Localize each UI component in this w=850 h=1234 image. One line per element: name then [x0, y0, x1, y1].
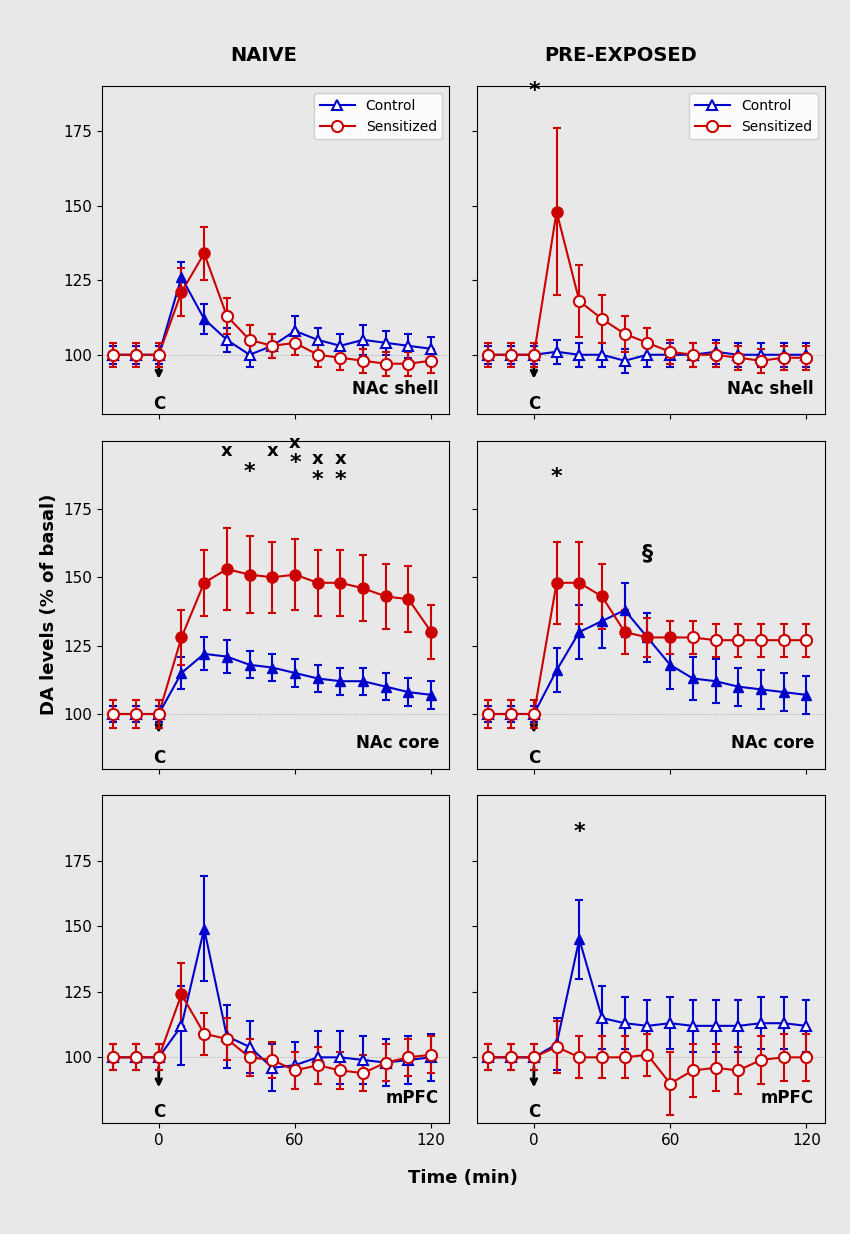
Text: NAIVE: NAIVE [230, 46, 297, 65]
Text: *: * [528, 81, 540, 101]
Text: *: * [312, 470, 324, 490]
Text: x: x [266, 442, 278, 460]
Text: Time (min): Time (min) [408, 1170, 518, 1187]
Y-axis label: DA levels (% of basal): DA levels (% of basal) [40, 494, 58, 716]
Text: x: x [335, 450, 346, 468]
Text: *: * [289, 453, 301, 474]
Text: NAc shell: NAc shell [352, 380, 439, 399]
Text: C: C [528, 395, 540, 412]
Text: NAc shell: NAc shell [728, 380, 814, 399]
Text: C: C [528, 1103, 540, 1122]
Text: NAc core: NAc core [731, 734, 814, 753]
Text: x: x [221, 442, 233, 460]
Legend: Control, Sensitized: Control, Sensitized [314, 94, 442, 139]
Text: *: * [335, 470, 346, 490]
Legend: Control, Sensitized: Control, Sensitized [689, 94, 818, 139]
Text: PRE-EXPOSED: PRE-EXPOSED [544, 46, 697, 65]
Text: mPFC: mPFC [761, 1088, 814, 1107]
Text: x: x [312, 450, 324, 468]
Text: §: § [642, 544, 653, 564]
Text: NAc core: NAc core [355, 734, 439, 753]
Text: *: * [574, 822, 585, 842]
Text: C: C [153, 395, 165, 412]
Text: C: C [153, 1103, 165, 1122]
Text: mPFC: mPFC [386, 1088, 439, 1107]
Text: *: * [551, 468, 563, 487]
Text: *: * [244, 462, 255, 481]
Text: C: C [528, 749, 540, 768]
Text: C: C [153, 749, 165, 768]
Text: x: x [289, 433, 301, 452]
